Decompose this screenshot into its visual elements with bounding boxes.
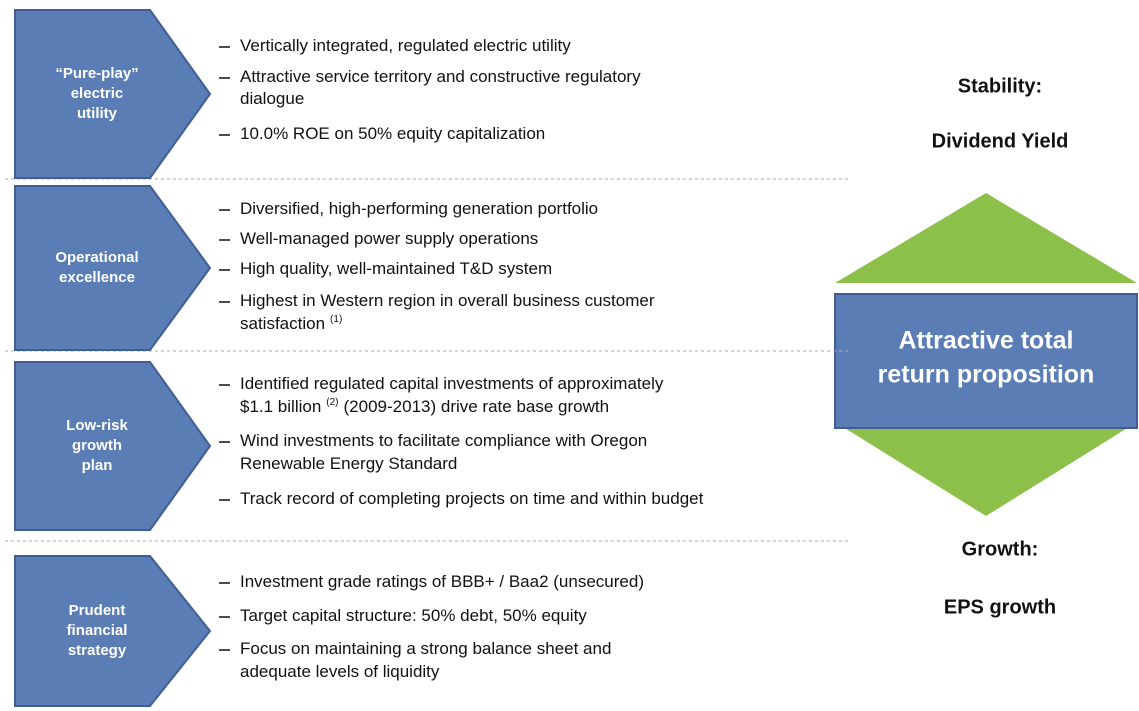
down-arrow [835,422,1137,516]
up-arrow [835,193,1137,283]
text-part: Attractive service territory and constru… [240,67,641,86]
bullet-text: adequate levels of liquidity [240,662,440,681]
chevron-label: utility [77,105,118,122]
chevron-label: plan [82,457,113,474]
text-part: Target capital structure: 50% debt, 50% … [240,606,587,625]
chevron-label: excellence [59,269,135,286]
text-part: satisfaction [240,314,325,333]
bullet-text: Identified regulated capital investments… [240,374,664,393]
top-sub: Dividend Yield [932,130,1069,152]
chevron-label: Prudent [69,602,126,619]
text-part: Focus on maintaining a strong balance sh… [240,639,611,658]
chevron [14,9,212,179]
text-part: Investment grade ratings of BBB+ / Baa2 … [240,572,644,591]
chevron-label: growth [72,437,122,454]
chevron [14,555,212,707]
text-part: Identified regulated capital investments… [240,374,664,393]
text-part: adequate levels of liquidity [240,662,440,681]
chevron-label: strategy [68,642,127,659]
text-part: Vertically integrated, regulated electri… [240,36,571,55]
chevron [14,361,212,531]
chevron-label: “Pure-play” [55,65,138,82]
text-part: Wind investments to facilitate complianc… [240,431,647,450]
chevron [14,185,212,351]
bullet-text: Investment grade ratings of BBB+ / Baa2 … [240,572,644,591]
bullet-text: Attractive service territory and constru… [240,67,641,86]
text-part: 10.0% ROE on 50% equity capitalization [240,124,545,143]
bullet-text: Renewable Energy Standard [240,454,457,473]
text-part: Diversified, high-performing generation … [240,199,598,218]
bullet-text: Target capital structure: 50% debt, 50% … [240,606,587,625]
bullet-text: High quality, well-maintained T&D system [240,259,552,278]
chevron-label: electric [71,85,124,102]
center-line: return proposition [878,361,1095,389]
text-part: High quality, well-maintained T&D system [240,259,552,278]
text-part: Renewable Energy Standard [240,454,457,473]
text-part: $1.1 billion [240,397,321,416]
bottom-heading: Growth: [962,538,1039,560]
text-part: Track record of completing projects on t… [240,489,704,508]
bullet-text: dialogue [240,89,304,108]
bullet-text: satisfaction (1) [240,314,342,334]
bullet-text: Track record of completing projects on t… [240,489,704,508]
center-box [834,293,1138,429]
text-part: Highest in Western region in overall bus… [240,291,655,310]
bullet-text: Vertically integrated, regulated electri… [240,36,571,55]
text-part: dialogue [240,89,304,108]
bullet-text: Highest in Western region in overall bus… [240,291,655,310]
bullet-text: Diversified, high-performing generation … [240,199,598,218]
chevron-label: Operational [55,249,138,266]
superscript: (2) [326,397,338,408]
bullet-text: Well-managed power supply operations [240,229,538,248]
superscript: (1) [330,314,342,325]
text-part: (2009-2013) drive rate base growth [344,397,610,416]
bullet-text: 10.0% ROE on 50% equity capitalization [240,124,545,143]
bullet-text: $1.1 billion (2) (2009-2013) drive rate ba… [240,397,609,417]
chevron-label: financial [67,622,128,639]
top-heading: Stability: [958,75,1042,97]
bottom-sub: EPS growth [944,596,1056,618]
center-line: Attractive total [898,327,1073,355]
chevron-label: Low-risk [66,417,128,434]
bullet-text: Wind investments to facilitate complianc… [240,431,647,450]
text-part: Well-managed power supply operations [240,229,538,248]
bullet-text: Focus on maintaining a strong balance sh… [240,639,611,658]
